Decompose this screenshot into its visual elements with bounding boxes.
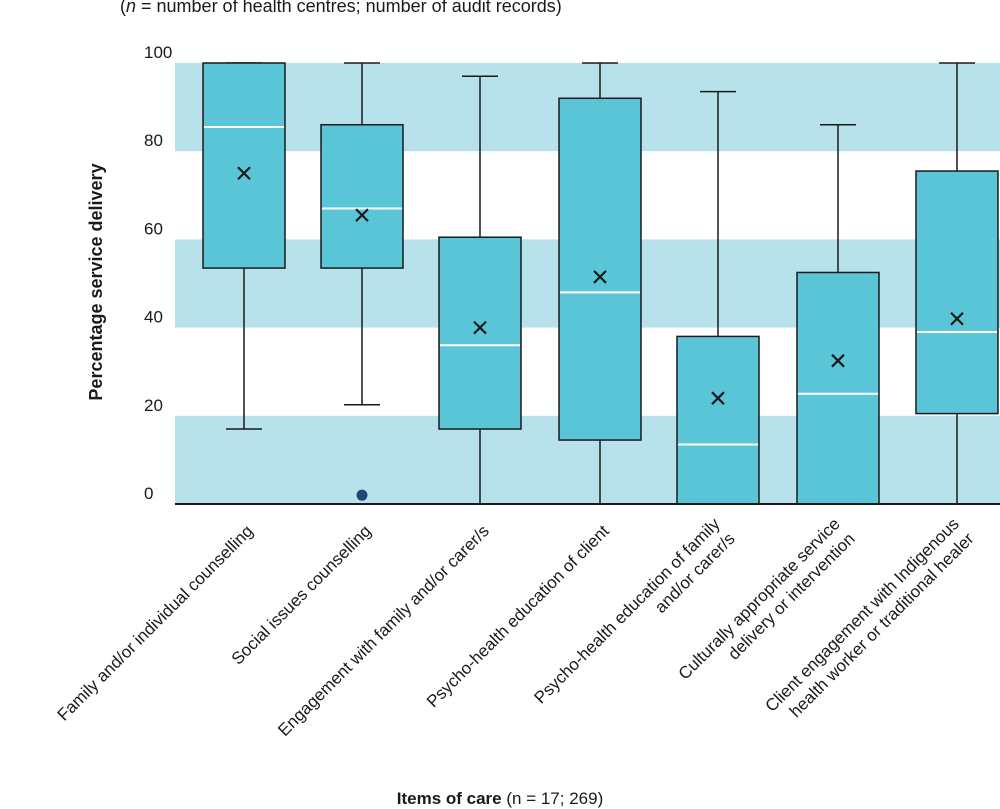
mean-marker [473,320,487,335]
y-axis-label: Percentage service delivery [86,163,106,400]
category-label-1: Social issues counselling [228,521,375,668]
y-tick-40: 40 [144,308,163,327]
subtitle-rest: = number of health centres; number of au… [136,0,562,16]
iqr-box [676,335,760,505]
category-label-line: Family and/or individual counselling [54,521,257,724]
iqr-box [202,62,286,269]
iqr-box [320,123,404,269]
iqr-box [438,236,522,430]
mean-marker [950,312,964,326]
box-3 [558,62,642,505]
iqr-box [558,97,642,441]
category-label-2: Engagement with family and/or carer/s [274,521,493,740]
y-tick-20: 20 [144,396,163,415]
iqr-box [915,170,999,415]
category-label-line: Client engagement with Indigenous [762,514,963,715]
chart-subtitle: (n = number of health centres; number of… [120,0,562,17]
mean-marker [831,353,845,368]
iqr-box [796,271,880,505]
category-label-line: Psycho-health education of family [531,514,725,708]
mean-marker [355,208,369,222]
box-series [202,62,999,505]
box-0 [202,62,286,430]
subtitle-n: n [126,0,137,16]
y-tick-60: 60 [144,219,163,238]
category-label-4: Psycho-health education of familyand/or … [531,514,739,722]
category-label-line: health worker or traditional healer [786,529,978,721]
mean-marker [711,391,725,405]
y-tick-100: 100 [144,43,172,62]
category-label-0: Family and/or individual counselling [54,521,257,724]
category-label-line: Social issues counselling [228,521,375,668]
mean-marker [237,166,251,181]
mean-marker [593,270,607,284]
y-tick-0: 0 [144,484,153,503]
box-1 [320,62,404,501]
category-labels: Family and/or individual counsellingSoci… [54,514,978,740]
outlier-point [356,489,368,501]
y-tick-labels: 0 20 40 60 80 100 [144,43,172,503]
box-5 [796,123,880,505]
category-label-line: Engagement with family and/or carer/s [274,521,493,740]
x-axis-title-rest: (n = 17; 269) [501,789,604,808]
y-tick-80: 80 [144,131,163,150]
x-axis-title-bold: Items of care [396,789,502,808]
x-axis-title: Items of care (n = 17; 269) [0,789,1000,809]
box-6 [915,62,999,505]
category-label-6: Client engagement with Indigenoushealth … [762,514,978,730]
